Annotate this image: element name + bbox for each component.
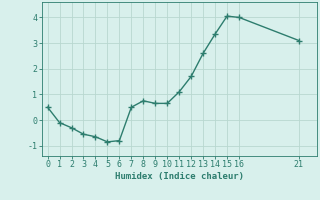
X-axis label: Humidex (Indice chaleur): Humidex (Indice chaleur) xyxy=(115,172,244,181)
